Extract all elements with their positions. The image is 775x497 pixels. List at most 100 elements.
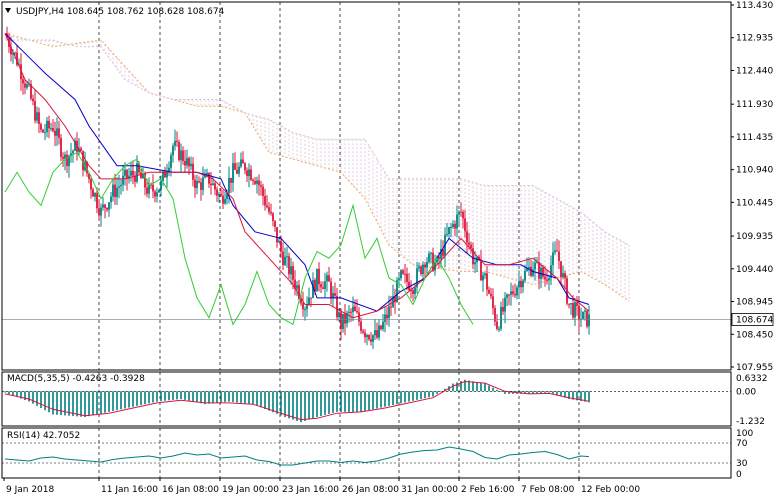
macd-histogram-bar [224,391,226,403]
candle-body [212,183,214,186]
candle-body [464,218,466,232]
candle-body [492,296,494,309]
candle-body [554,250,556,253]
candle-body [272,213,274,221]
candle-body [258,180,260,186]
price-tick-label: 108.450 [736,330,773,340]
panel-frames [1,1,732,479]
candle-body [426,261,428,268]
macd-signal-line [4,380,590,421]
macd-histogram-bar [588,391,590,403]
macd-histogram-bar [120,391,122,410]
macd-histogram-bar [132,391,134,407]
candle-body [116,187,118,197]
candle-body [38,112,40,125]
macd-histogram-bar [412,391,414,401]
macd-histogram-bar [420,391,422,400]
macd-histogram-bar [20,391,22,399]
candle-body [206,172,208,175]
macd-histogram-bar [372,391,374,410]
candle-body [218,194,220,196]
candle-body [174,140,176,146]
candle-body [422,264,424,275]
price-tick-label: 112.935 [736,34,773,44]
candle-body [282,251,284,265]
macd-histogram-bar [12,391,14,396]
macd-histogram-bar [392,391,394,406]
macd-histogram-bar [160,391,162,402]
macd-histogram-bar [396,391,398,405]
macd-histogram-bar [424,391,426,399]
macd-histogram-bar [56,391,58,415]
macd-histogram-bar [128,391,130,408]
macd-histogram-bar [380,391,382,408]
candle-body [520,281,522,288]
macd-histogram-bar [452,383,454,392]
candle-body [350,311,352,313]
candle-body [522,280,524,288]
candle-body [168,167,170,173]
time-tick-label: 7 Feb 08:00 [521,485,575,495]
macd-histogram-bar [236,391,238,403]
candle-body [438,257,440,260]
candle-body [28,83,30,85]
candle-body [110,196,112,203]
price-tick-label: 109.935 [736,232,773,242]
candle-body [398,278,400,281]
time-axis: 9 Jan 2018 11 Jan 16:00 16 Jan 08:00 19 Jan… [3,478,640,495]
macd-histogram-bar [340,391,342,412]
macd-histogram-bar [216,391,218,403]
candle-body [466,231,468,243]
candle-body [304,309,306,311]
macd-histogram-bar [268,391,270,411]
macd-histogram-bar [528,391,530,394]
candle-body [114,184,116,197]
candle-body [274,220,276,228]
macd-histogram-bar [408,391,410,402]
macd-histogram-bar [432,391,434,397]
candle-body [494,308,496,322]
candle-body [332,293,334,299]
candle-body [178,141,180,161]
chart-title: USDJPY,H4 108.645 108.762 108.628 108.67… [16,7,225,17]
candle-body [408,281,410,290]
candle-body [36,112,38,121]
candle-body [340,312,342,329]
candle-body [182,150,184,161]
candle-body [436,257,438,263]
candle-body [66,154,68,166]
macd-histogram-bar [564,391,566,398]
candle-body [384,314,386,322]
price-axis: 113.430 112.935 112.440 111.930 111.435 110.9… [731,1,773,480]
candle-body [230,177,232,183]
candle-body [524,270,526,281]
macd-title: MACD(5,35,5) -0.4263 -0.3928 [7,374,145,384]
macd-histogram-bar [200,391,202,404]
candle-body [86,161,88,174]
candle-body [78,148,80,153]
time-tick-label: 31 Jan 00:00 [401,485,458,495]
candle-body [406,273,408,282]
macd-histogram-bar [156,391,158,402]
candle-body [530,266,532,276]
candle-body [390,306,392,308]
macd-histogram-bar [272,391,274,413]
rsi-tick-label: 30 [736,459,748,469]
macd-histogram-bar [100,391,102,414]
candle-body [380,325,382,330]
candle-body [378,325,380,338]
macd-histogram-bar [76,391,78,417]
candle-body [12,52,14,55]
macd-histogram-bar [352,391,354,412]
candle-body [418,266,420,269]
macd-histogram-bar [476,382,478,392]
macd-histogram-bar [168,391,170,401]
candle-body [16,52,18,65]
macd-histogram-bar [308,391,310,420]
macd-histogram-bar [328,391,330,414]
dropdown-triangle-icon[interactable] [5,8,11,13]
candle-body [388,306,390,319]
candle-body [402,270,404,274]
macd-histogram-bar [108,391,110,412]
macd-histogram-bar [464,379,466,392]
